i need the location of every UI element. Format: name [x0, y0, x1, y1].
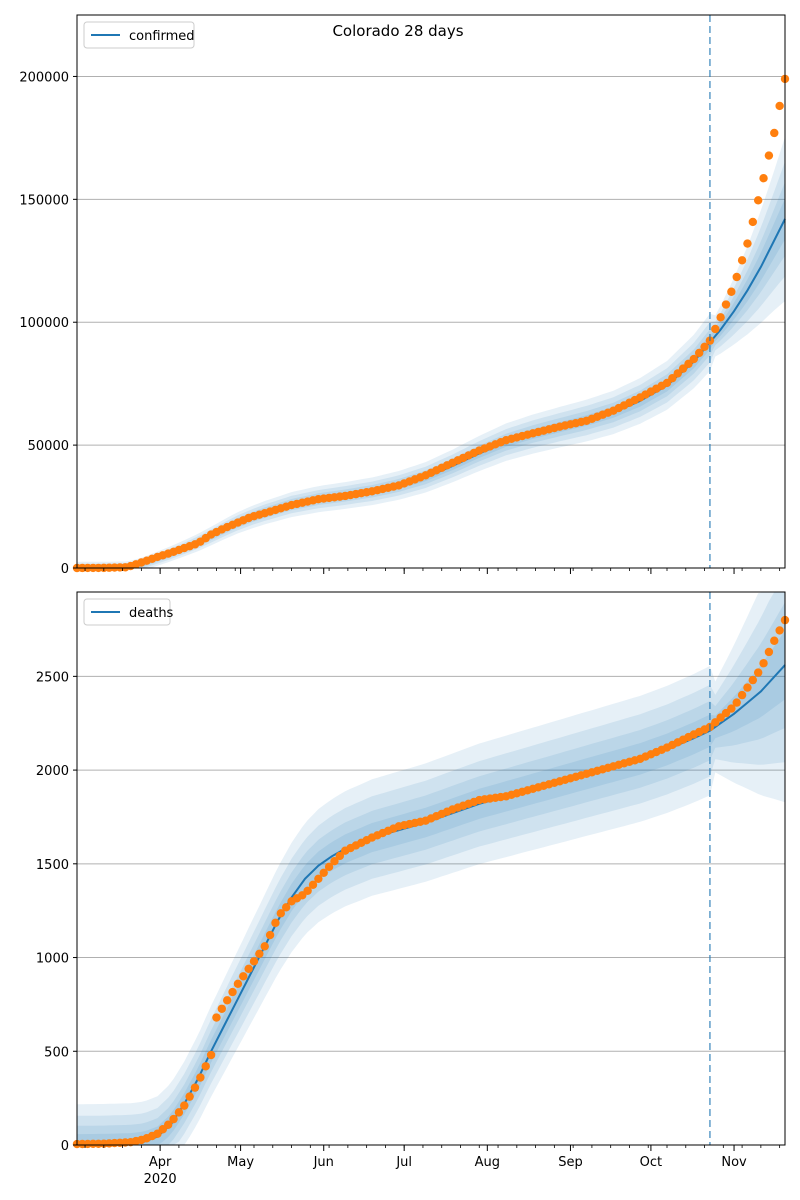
observed-point [711, 324, 720, 334]
plot-frame [76, 591, 786, 1146]
observed-point [255, 949, 264, 958]
uncertainty-band [77, 630, 785, 1145]
legend-box [83, 21, 195, 49]
observed-point [196, 1073, 205, 1082]
plot-frame [76, 14, 786, 569]
x-tick-label: Jul [395, 1155, 412, 1170]
observed-point [743, 239, 752, 248]
observed-point [303, 886, 312, 896]
y-tick-label: 2500 [36, 670, 69, 685]
uncertainty-band [77, 136, 785, 568]
y-tick-label: 500 [44, 1045, 69, 1060]
y-tick-label: 200000 [19, 70, 69, 85]
observed-point [174, 1108, 184, 1117]
observed-point [678, 364, 688, 373]
observed-point [743, 683, 752, 692]
figure-title: Colorado 28 days [332, 22, 463, 40]
y-tick-label: 1000 [36, 952, 69, 967]
y-tick-label: 150000 [19, 193, 69, 208]
y-tick-label: 50000 [28, 439, 69, 454]
observed-point [721, 300, 731, 309]
x-tick-label: Nov [721, 1155, 747, 1170]
observed-point [775, 101, 784, 111]
observed-point [700, 342, 709, 351]
observed-point [770, 636, 779, 645]
observed-point [748, 675, 758, 685]
observed-point [163, 1120, 173, 1129]
y-tick-label: 2000 [36, 764, 69, 779]
observed-point [689, 354, 699, 364]
observed-point [732, 698, 741, 707]
observed-point [206, 1050, 216, 1060]
observed-point [271, 918, 280, 928]
observed-point [668, 373, 677, 383]
observed-point [201, 1062, 210, 1071]
observed-point [265, 930, 275, 940]
y-tick-label: 100000 [19, 316, 69, 331]
observed-point [180, 1101, 189, 1110]
x-tick-label: Sep [558, 1155, 583, 1170]
observed-point [775, 626, 784, 635]
observed-point [222, 996, 232, 1005]
observed-point [727, 287, 736, 296]
observed-point [737, 690, 747, 700]
observed-point [185, 1092, 194, 1101]
x-year-label: 2020 [144, 1172, 177, 1187]
observed-point [228, 987, 237, 997]
observed-point [276, 909, 286, 918]
observed-point [233, 979, 243, 988]
observed-point [212, 1013, 221, 1022]
observed-point [737, 256, 747, 265]
observed-point [732, 272, 741, 282]
observed-point [239, 972, 248, 981]
observed-point [308, 880, 318, 890]
uncertainty-band [77, 592, 785, 1145]
observed-point [753, 196, 763, 205]
observed-point [764, 151, 774, 160]
confirmed-panel: 0 50000 100000 150000 200000 confirmed [19, 14, 790, 577]
observed-point [764, 647, 774, 657]
observed-point [244, 964, 253, 973]
observed-point [684, 359, 693, 369]
observed-point [260, 942, 269, 951]
observed-point [190, 1083, 200, 1092]
observed-point [169, 1114, 178, 1124]
observed-point [759, 173, 768, 183]
observed-point [716, 313, 725, 322]
uncertainty-band [77, 592, 785, 1145]
observed-point [753, 668, 763, 677]
legend-label: deaths [129, 606, 174, 621]
legend: deaths [83, 598, 174, 626]
observed-point [335, 851, 345, 861]
legend-label: confirmed [129, 29, 195, 44]
y-tick-label: 0 [61, 1139, 69, 1154]
observed-point [673, 369, 682, 378]
x-tick-label: Apr [149, 1155, 172, 1170]
observed-point [727, 704, 736, 713]
observed-point [748, 217, 758, 227]
legend-box [83, 598, 171, 626]
observed-point [759, 659, 768, 668]
observed-point [314, 874, 323, 884]
y-tick-label: 0 [61, 562, 69, 577]
legend: confirmed [83, 21, 195, 49]
observed-point [319, 868, 328, 878]
observed-point [694, 348, 704, 358]
observed-point [324, 862, 334, 872]
observed-point [249, 957, 259, 966]
x-tick-label: Aug [475, 1155, 500, 1170]
observed-point [330, 856, 339, 866]
deaths-panel: 0 500 1000 1500 2000 2500 Apr May Jun Jul Aug Sep Oc… [36, 591, 790, 1187]
x-tick-label: May [227, 1155, 254, 1170]
x-tick-label: Oct [640, 1155, 662, 1170]
observed-point [217, 1004, 227, 1013]
observed-point [662, 378, 672, 388]
x-tick-label: Jun [313, 1155, 334, 1170]
observed-point [770, 128, 779, 138]
y-tick-label: 1500 [36, 858, 69, 873]
observed-point [281, 903, 291, 912]
